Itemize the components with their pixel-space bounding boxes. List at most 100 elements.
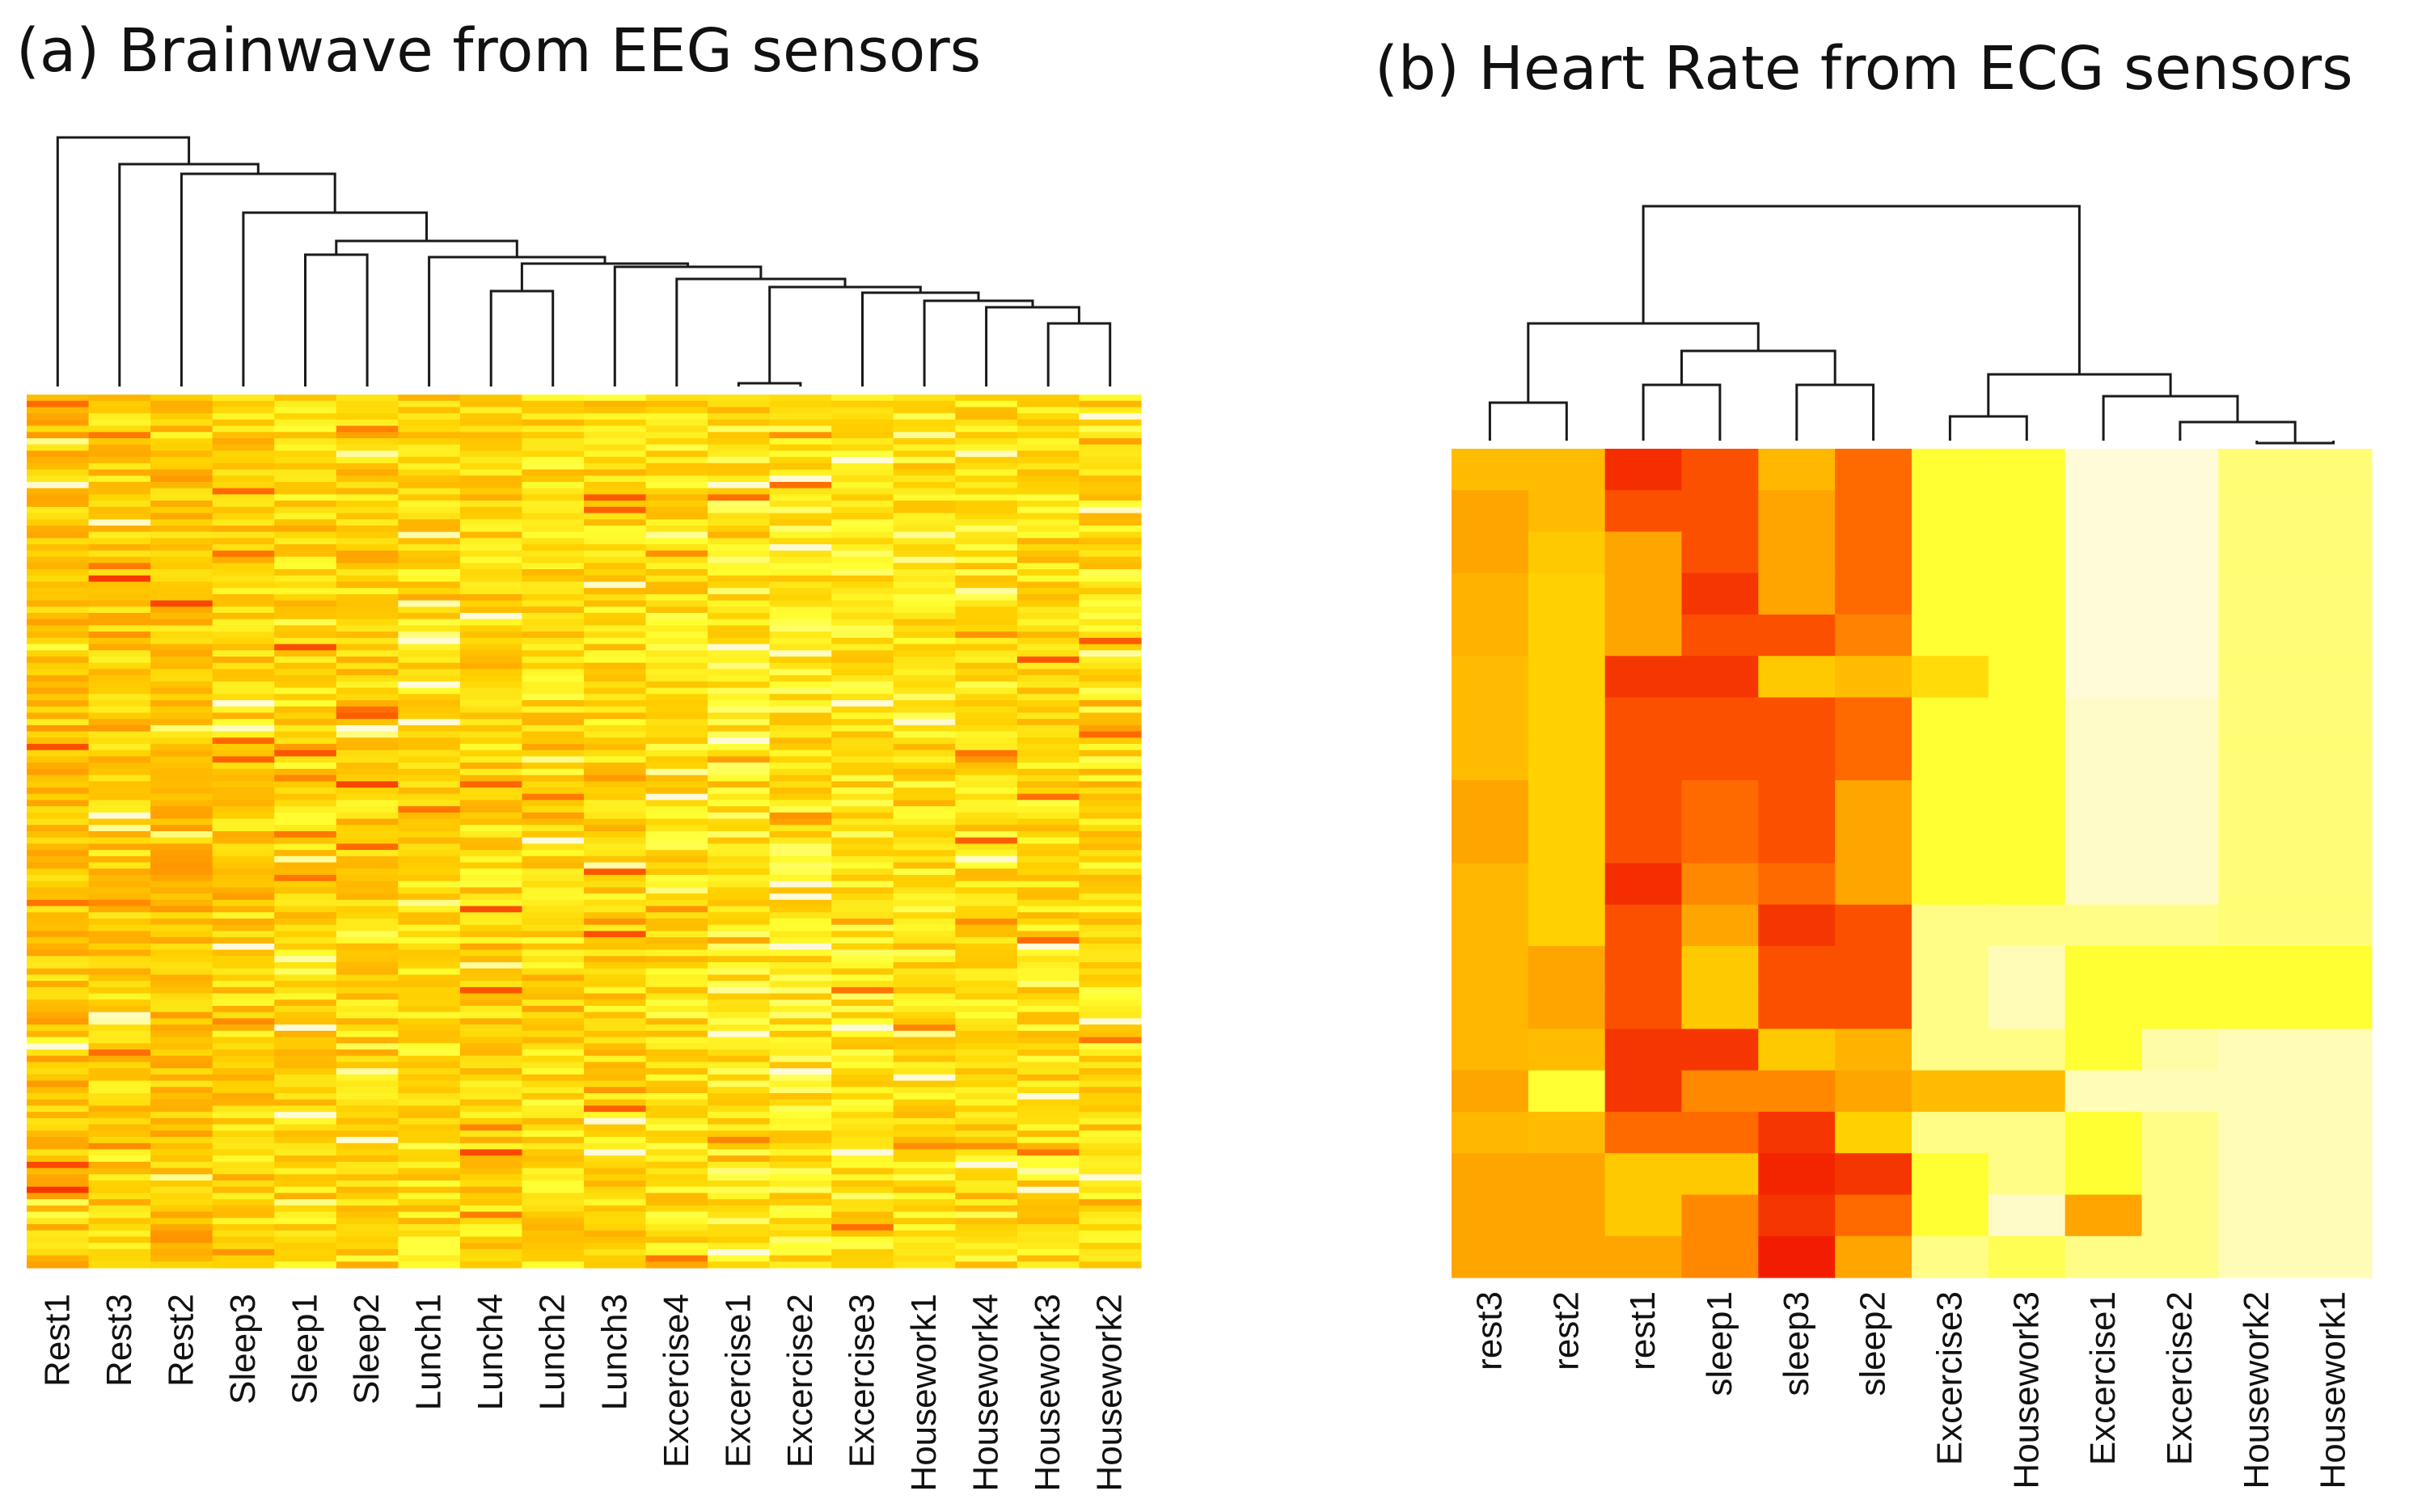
- eeg-cell: [831, 1012, 894, 1020]
- eeg-cell: [459, 862, 523, 869]
- eeg-cell: [274, 724, 337, 733]
- eeg-cell: [708, 1218, 771, 1225]
- eeg-cell: [459, 850, 523, 857]
- eeg-cell: [522, 700, 585, 707]
- eeg-cell: [27, 644, 90, 651]
- eeg-column-label: Excercise1: [718, 1294, 758, 1468]
- eeg-cell: [893, 906, 956, 913]
- eeg-cell: [645, 657, 708, 664]
- eeg-cell: [212, 419, 275, 427]
- eeg-cell: [274, 1205, 337, 1213]
- ecg-cell: [2295, 449, 2373, 491]
- eeg-cell: [27, 744, 90, 751]
- eeg-cell: [212, 1142, 275, 1151]
- eeg-cell: [212, 999, 275, 1007]
- eeg-cell: [769, 924, 832, 932]
- eeg-cell: [955, 588, 1018, 595]
- eeg-cell: [1079, 756, 1142, 763]
- eeg-cell: [274, 519, 337, 526]
- eeg-cell: [522, 600, 585, 607]
- eeg-cell: [398, 619, 461, 627]
- eeg-cell: [769, 768, 832, 776]
- eeg-cell: [1079, 619, 1142, 627]
- eeg-cell: [584, 637, 647, 645]
- eeg-cell: [584, 912, 647, 919]
- eeg-cell: [459, 968, 523, 976]
- eeg-cell: [88, 919, 151, 926]
- eeg-cell: [708, 575, 771, 583]
- eeg-cell: [274, 855, 337, 864]
- eeg-cell: [831, 881, 894, 889]
- eeg-cell: [274, 744, 337, 751]
- eeg-cell: [645, 788, 708, 795]
- eeg-cell: [955, 1087, 1018, 1094]
- eeg-cell: [522, 475, 585, 483]
- eeg-column-label: Lunch3: [594, 1294, 634, 1410]
- eeg-cell: [1079, 937, 1142, 944]
- eeg-cell: [584, 694, 647, 701]
- ecg-cell: [1988, 656, 2066, 699]
- eeg-cell: [831, 488, 894, 496]
- eeg-cell: [831, 812, 894, 820]
- eeg-cell: [955, 924, 1018, 932]
- eeg-cell: [831, 657, 894, 664]
- eeg-cell: [769, 1099, 832, 1107]
- eeg-cell: [645, 762, 708, 770]
- eeg-cell: [88, 1099, 151, 1107]
- eeg-cell: [522, 1137, 585, 1144]
- eeg-cell: [1016, 637, 1080, 645]
- eeg-cell: [955, 1030, 1018, 1038]
- eeg-cell: [1079, 750, 1142, 758]
- eeg-cell: [274, 1105, 337, 1113]
- eeg-cell: [955, 506, 1018, 514]
- eeg-cell: [893, 531, 956, 539]
- eeg-cell: [645, 569, 708, 577]
- eeg-cell: [398, 1006, 461, 1013]
- eeg-cell: [274, 662, 337, 670]
- eeg-cell: [955, 457, 1018, 464]
- eeg-cell: [584, 756, 647, 763]
- eeg-cell: [645, 1099, 708, 1107]
- eeg-cell: [584, 1255, 647, 1262]
- eeg-cell: [708, 681, 771, 689]
- eeg-cell: [27, 800, 90, 807]
- ecg-cell: [1452, 531, 1529, 574]
- eeg-cell: [1016, 937, 1080, 944]
- eeg-cell: [398, 1236, 461, 1244]
- eeg-cell: [955, 719, 1018, 726]
- eeg-cell: [708, 1168, 771, 1175]
- eeg-cell: [955, 1012, 1018, 1020]
- eeg-cell: [522, 1230, 585, 1238]
- eeg-cell: [398, 644, 461, 651]
- eeg-cell: [831, 457, 894, 464]
- eeg-cell: [522, 1130, 585, 1138]
- eeg-cell: [1079, 488, 1142, 496]
- ecg-cell: [1452, 863, 1529, 906]
- eeg-cell: [88, 450, 151, 458]
- eeg-cell: [645, 457, 708, 464]
- ecg-cell: [2295, 946, 2373, 988]
- ecg-cell: [1681, 946, 1759, 988]
- eeg-cell: [398, 419, 461, 427]
- eeg-cell: [708, 1180, 771, 1188]
- eeg-cell: [398, 425, 461, 433]
- eeg-cell: [708, 1174, 771, 1181]
- eeg-cell: [769, 669, 832, 676]
- eeg-cell: [522, 1099, 585, 1107]
- eeg-cell: [769, 1105, 832, 1113]
- eeg-cell: [336, 513, 399, 520]
- eeg-cell: [1079, 588, 1142, 595]
- eeg-cell: [27, 974, 90, 982]
- eeg-cell: [831, 1142, 894, 1151]
- eeg-cell: [27, 956, 90, 963]
- eeg-cell: [645, 843, 708, 851]
- eeg-cell: [212, 1199, 275, 1206]
- eeg-cell: [336, 1080, 399, 1088]
- eeg-cell: [27, 750, 90, 758]
- ecg-cell: [2295, 531, 2373, 574]
- eeg-cell: [274, 550, 337, 558]
- eeg-cell: [88, 400, 151, 408]
- eeg-cell: [1016, 931, 1080, 938]
- eeg-cell: [893, 469, 956, 476]
- eeg-cell: [212, 731, 275, 738]
